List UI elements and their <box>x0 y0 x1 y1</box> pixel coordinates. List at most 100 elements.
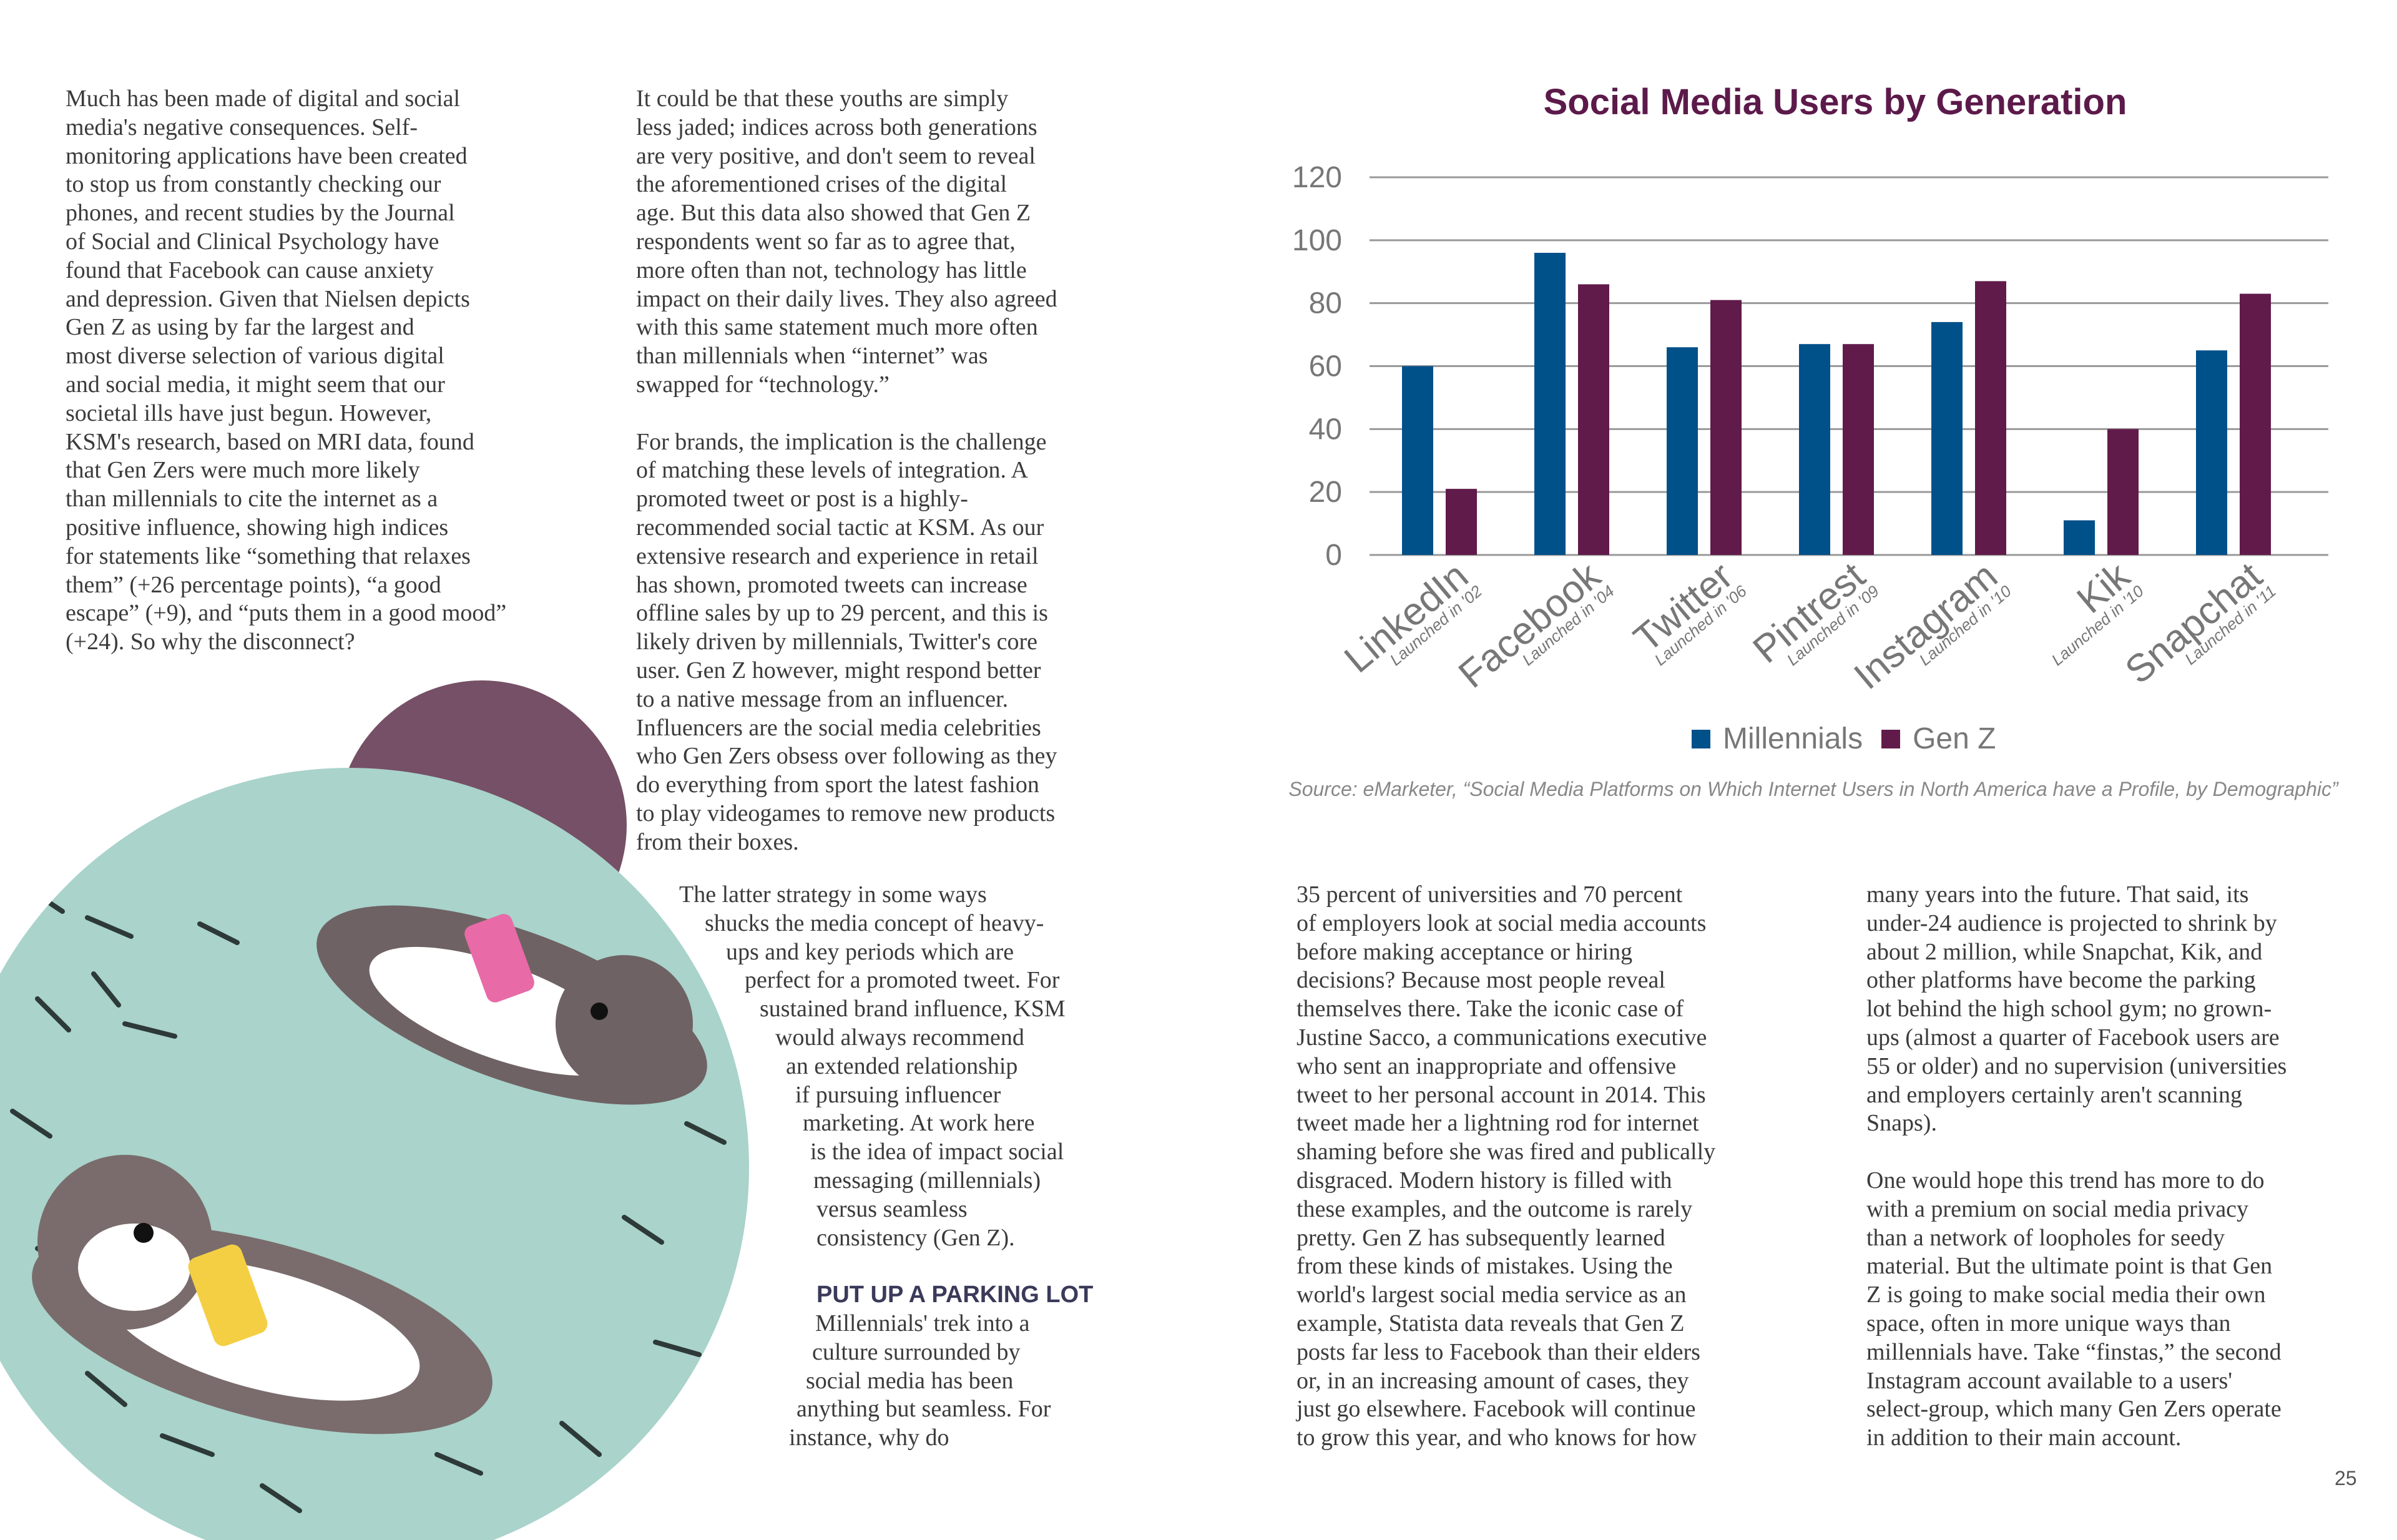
text-line: extensive research and experience in ret… <box>636 542 1039 569</box>
text-line: found that Facebook can cause anxiety <box>66 257 434 283</box>
text-line: decisions? Because most people reveal <box>1297 967 1665 994</box>
text-line: swapped for “technology.” <box>636 371 890 398</box>
bar-millennials-twitter <box>1667 347 1698 555</box>
text-line: than millennials when “internet” was <box>636 343 988 370</box>
text-line: It could be that these youths are simply <box>636 86 1009 112</box>
text-line: than millennials to cite the internet as… <box>66 486 438 513</box>
text-line: space, often in more unique ways than <box>1866 1310 2231 1336</box>
text-line: the aforementioned crises of the digital <box>636 171 1007 198</box>
bar-genz-facebook <box>1578 284 1609 555</box>
text-line: material. But the ultimate point is that… <box>1866 1253 2273 1280</box>
otter-bottom <box>32 1155 493 1435</box>
text-line: (+24). So why the disconnect? <box>66 629 355 655</box>
chart-title: Social Media Users by Generation <box>1543 82 2127 122</box>
text-line: culture surrounded by <box>812 1338 1021 1365</box>
category-label: Snapchat <box>2117 554 2270 692</box>
text-line: user. Gen Z however, might respond bette… <box>636 657 1041 684</box>
text-line: if pursuing influencer <box>795 1081 1001 1108</box>
text-line: them” (+26 percentage points), “a good <box>66 571 441 598</box>
text-line: before making acceptance or hiring <box>1297 938 1633 965</box>
text-line: of Social and Clinical Psychology have <box>66 228 439 255</box>
bar-millennials-kik <box>2064 520 2095 555</box>
text-line: world's largest social media service as … <box>1297 1282 1687 1308</box>
text-line: themselves there. Take the iconic case o… <box>1297 996 1684 1023</box>
text-line: disgraced. Modern history is filled with <box>1297 1167 1672 1194</box>
bar-millennials-instagram <box>1931 321 1963 555</box>
y-tick-label: 40 <box>1309 413 1342 446</box>
text-line: ups and key periods which are <box>726 938 1014 965</box>
text-line: with this same statement much more often <box>636 314 1038 341</box>
text-line: is the idea of impact social <box>810 1139 1064 1165</box>
text-line: most diverse selection of various digita… <box>66 343 444 370</box>
text-line: social media has been <box>806 1367 1014 1394</box>
text-line: for statements like “something that rela… <box>66 542 471 569</box>
text-line: under-24 audience is projected to shrink… <box>1866 910 2277 936</box>
text-line: or, in an increasing amount of cases, th… <box>1297 1367 1689 1394</box>
text-line: respondents went so far as to agree that… <box>636 228 1016 255</box>
bar-genz-kik <box>2107 429 2139 555</box>
text-line: millennials have. Take “finstas,” the se… <box>1866 1338 2282 1365</box>
category-label: Facebook <box>1451 554 1609 697</box>
y-tick-label: 80 <box>1309 287 1342 320</box>
text-line: KSM's research, based on MRI data, found <box>66 428 474 455</box>
text-line: many years into the future. That said, i… <box>1866 881 2249 908</box>
bar-genz-pintrest <box>1843 344 1874 555</box>
text-line: 55 or older) and no supervision (univers… <box>1866 1052 2287 1079</box>
text-line: anything but seamless. For <box>797 1396 1051 1423</box>
text-line: Z is going to make social media their ow… <box>1866 1282 2266 1308</box>
text-line: these examples, and the outcome is rarel… <box>1297 1195 1693 1222</box>
text-line: offline sales by up to 29 percent, and t… <box>636 600 1048 627</box>
text-line: to a native message from an influencer. <box>636 685 1009 712</box>
y-tick-label: 20 <box>1309 476 1342 509</box>
y-tick-label: 100 <box>1292 224 1342 257</box>
legend-swatch-millennials <box>1692 729 1710 748</box>
text-line: societal ills have just begun. However, <box>66 400 432 426</box>
text-line: escape” (+9), and “puts them in a good m… <box>66 600 507 627</box>
text-line: Snaps). <box>1866 1110 1937 1137</box>
bar-genz-twitter <box>1710 300 1742 555</box>
text-line: shaming before she was fired and publica… <box>1297 1139 1716 1165</box>
text-line: positive influence, showing high indices <box>66 514 449 541</box>
text-line: and social media, it might seem that our <box>66 371 445 398</box>
y-tick-label: 60 <box>1309 350 1342 383</box>
text-line: lot behind the high school gym; no grown… <box>1866 996 2272 1023</box>
text-line: just go elsewhere. Facebook will continu… <box>1297 1396 1696 1423</box>
bar-genz-linkedin <box>1446 489 1477 555</box>
text-line: who sent an inappropriate and offensive <box>1297 1052 1677 1079</box>
text-line: example, Statista data reveals that Gen … <box>1297 1310 1685 1336</box>
text-line: of employers look at social media accoun… <box>1297 910 1707 936</box>
bar-millennials-pintrest <box>1799 344 1830 555</box>
bar-millennials-snapchat <box>2196 350 2227 555</box>
text-line: tweet made her a lightning rod for inter… <box>1297 1110 1699 1137</box>
legend-label-genz: Gen Z <box>1913 722 1996 755</box>
text-line: who Gen Zers obsess over following as th… <box>636 743 1057 770</box>
text-line: media's negative consequences. Self- <box>66 114 418 140</box>
text-line: For brands, the implication is the chall… <box>636 428 1047 455</box>
text-line: versus seamless <box>816 1195 968 1222</box>
text-line: do everything from sport the latest fash… <box>636 772 1039 798</box>
text-line: monitoring applications have been create… <box>66 142 468 169</box>
text-line: likely driven by millennials, Twitter's … <box>636 629 1038 655</box>
text-line: Justine Sacco, a communications executiv… <box>1297 1024 1707 1051</box>
bar-millennials-linkedin <box>1402 366 1433 555</box>
chart-legend: Millennials Gen Z <box>1692 722 1996 756</box>
text-line: consistency (Gen Z). <box>816 1224 1015 1251</box>
chart-source: Source: eMarketer, “Social Media Platfor… <box>1288 778 2338 800</box>
text-line: marketing. At work here <box>803 1110 1035 1137</box>
text-line: from these kinds of mistakes. Using the <box>1297 1253 1673 1280</box>
y-tick-label: 0 <box>1325 539 1342 572</box>
text-line: and employers certainly aren't scanning <box>1866 1081 2242 1108</box>
text-line: Influencers are the social media celebri… <box>636 714 1041 741</box>
text-line: has shown, promoted tweets can increase <box>636 571 1027 598</box>
text-line: with a premium on social media privacy <box>1866 1195 2249 1222</box>
bar-genz-snapchat <box>2240 293 2271 555</box>
text-line: sustained brand influence, KSM <box>760 996 1066 1023</box>
text-line: an extended relationship <box>786 1052 1018 1079</box>
bar-genz-instagram <box>1975 281 2006 555</box>
category-label: Instagram <box>1846 554 2006 698</box>
text-line: instance, why do <box>789 1425 949 1451</box>
text-line: and depression. Given that Nielsen depic… <box>66 285 470 312</box>
text-line: would always recommend <box>775 1024 1024 1051</box>
text-line: are very positive, and don't seem to rev… <box>636 142 1036 169</box>
